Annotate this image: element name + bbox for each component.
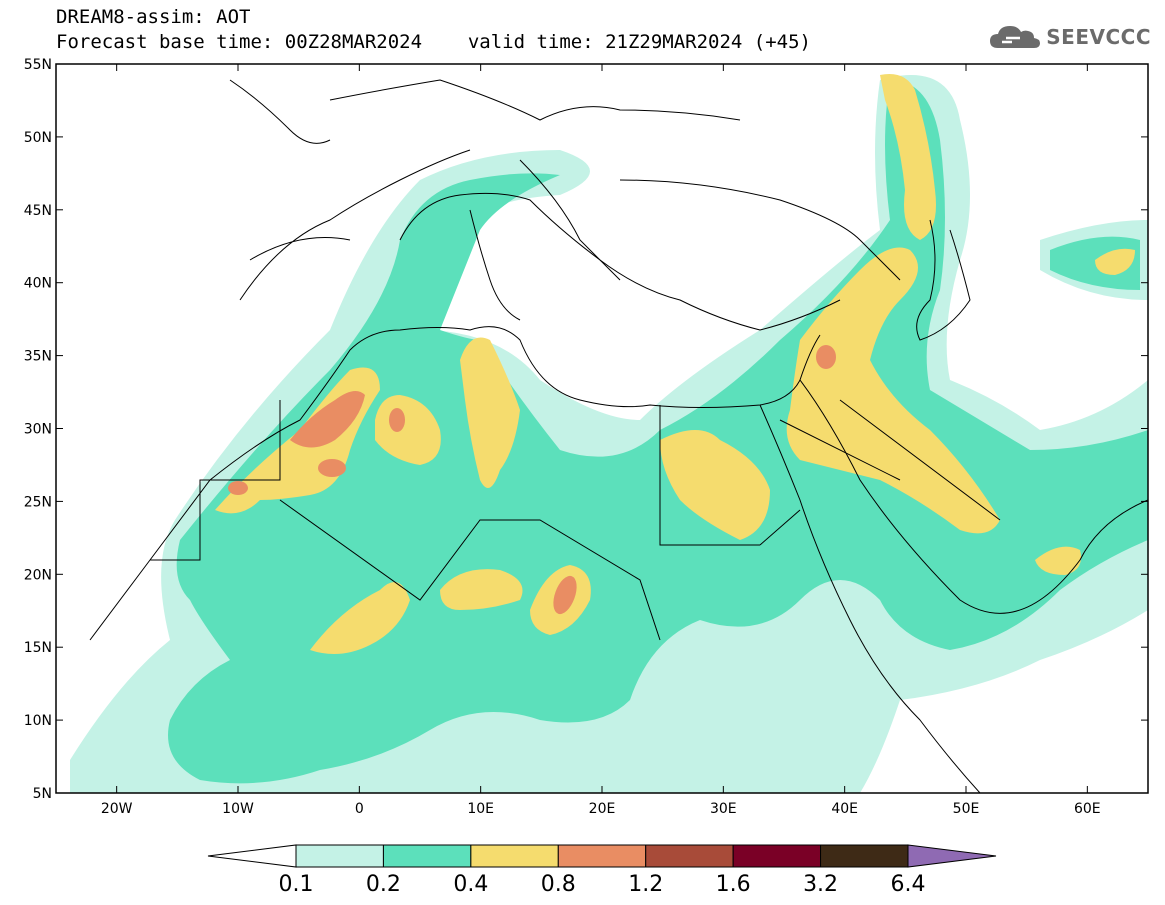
arabia-coastline	[799, 379, 1148, 614]
seevccc-logo: SEEVCCC	[988, 22, 1151, 52]
lon-tick-label: 0	[355, 801, 364, 817]
middle-east-borders	[659, 399, 1001, 546]
colorbar-label: 0.1	[279, 872, 314, 897]
longitude-axis: 20W 10W 0 10E 20E 30E 40E 50E 60E	[101, 64, 1101, 817]
lon-tick-label: 60E	[1074, 801, 1101, 817]
latitude-axis: 55N 50N 45N 40N 35N 30N 25N 20N 15N 10N 5N	[24, 57, 1148, 802]
lat-tick-label: 5N	[33, 786, 52, 802]
lon-tick-label: 30E	[710, 801, 737, 817]
red-sea-coastline	[759, 404, 981, 793]
lon-tick-label: 20W	[101, 801, 133, 817]
borders	[150, 400, 661, 641]
europe-borders	[229, 79, 741, 144]
lon-tick-label: 50E	[953, 801, 980, 817]
lat-tick-label: 10N	[24, 713, 52, 729]
cloud-icon	[990, 26, 1041, 48]
lat-tick-label: 40N	[24, 276, 52, 292]
colorbar-label: 1.6	[716, 872, 751, 897]
colorbar-high-extend	[907, 844, 997, 868]
valid-time: valid time: 21Z29MAR2024 (+45)	[467, 31, 811, 53]
colorbar-low-extend	[207, 844, 297, 868]
aot-level-0.8	[228, 345, 836, 615]
caspian-coastline	[916, 219, 971, 341]
colorbar-segment	[557, 844, 647, 868]
lat-tick-label: 20N	[24, 567, 52, 583]
colorbar-label: 0.4	[453, 872, 488, 897]
colorbar-segment	[295, 844, 384, 868]
colorbar-label: 1.2	[628, 872, 663, 897]
colorbar-label: 0.2	[366, 872, 401, 897]
black-sea-coastline	[619, 179, 901, 281]
lon-tick-label: 10E	[467, 801, 494, 817]
aot-field	[70, 74, 1148, 793]
colorbar: 0.1 0.2 0.4 0.8 1.2 1.6 3.2 6.4	[207, 844, 997, 897]
lon-tick-label: 10W	[222, 801, 254, 817]
colorbar-label: 0.8	[541, 872, 576, 897]
time-info: Forecast base time: 00Z28MAR2024 valid t…	[56, 31, 811, 53]
lat-tick-label: 35N	[24, 349, 52, 365]
colorbar-segment	[732, 844, 822, 868]
north-africa-coastline	[89, 326, 821, 641]
lat-tick-label: 15N	[24, 640, 52, 656]
iberia-coastline	[239, 149, 471, 301]
map-title: DREAM8-assim: AOT	[56, 6, 251, 28]
lon-tick-label: 40E	[831, 801, 858, 817]
colorbar-segment	[820, 844, 909, 868]
forecast-base-time: Forecast base time: 00Z28MAR2024	[56, 31, 423, 53]
lat-tick-label: 25N	[24, 494, 52, 510]
colorbar-label: 6.4	[891, 872, 926, 897]
colorbar-segment	[382, 844, 472, 868]
lat-tick-label: 30N	[24, 422, 52, 438]
lat-tick-label: 50N	[24, 130, 52, 146]
lon-tick-label: 20E	[589, 801, 616, 817]
lat-tick-label: 55N	[24, 57, 52, 73]
colorbar-segment	[645, 844, 734, 868]
colorbar-segment	[470, 844, 559, 868]
coastlines	[89, 79, 1148, 793]
logo-text: SEEVCCC	[1046, 25, 1151, 49]
lat-tick-label: 45N	[24, 203, 52, 219]
colorbar-label: 3.2	[803, 872, 838, 897]
italy-balkans-coastline	[469, 159, 621, 321]
